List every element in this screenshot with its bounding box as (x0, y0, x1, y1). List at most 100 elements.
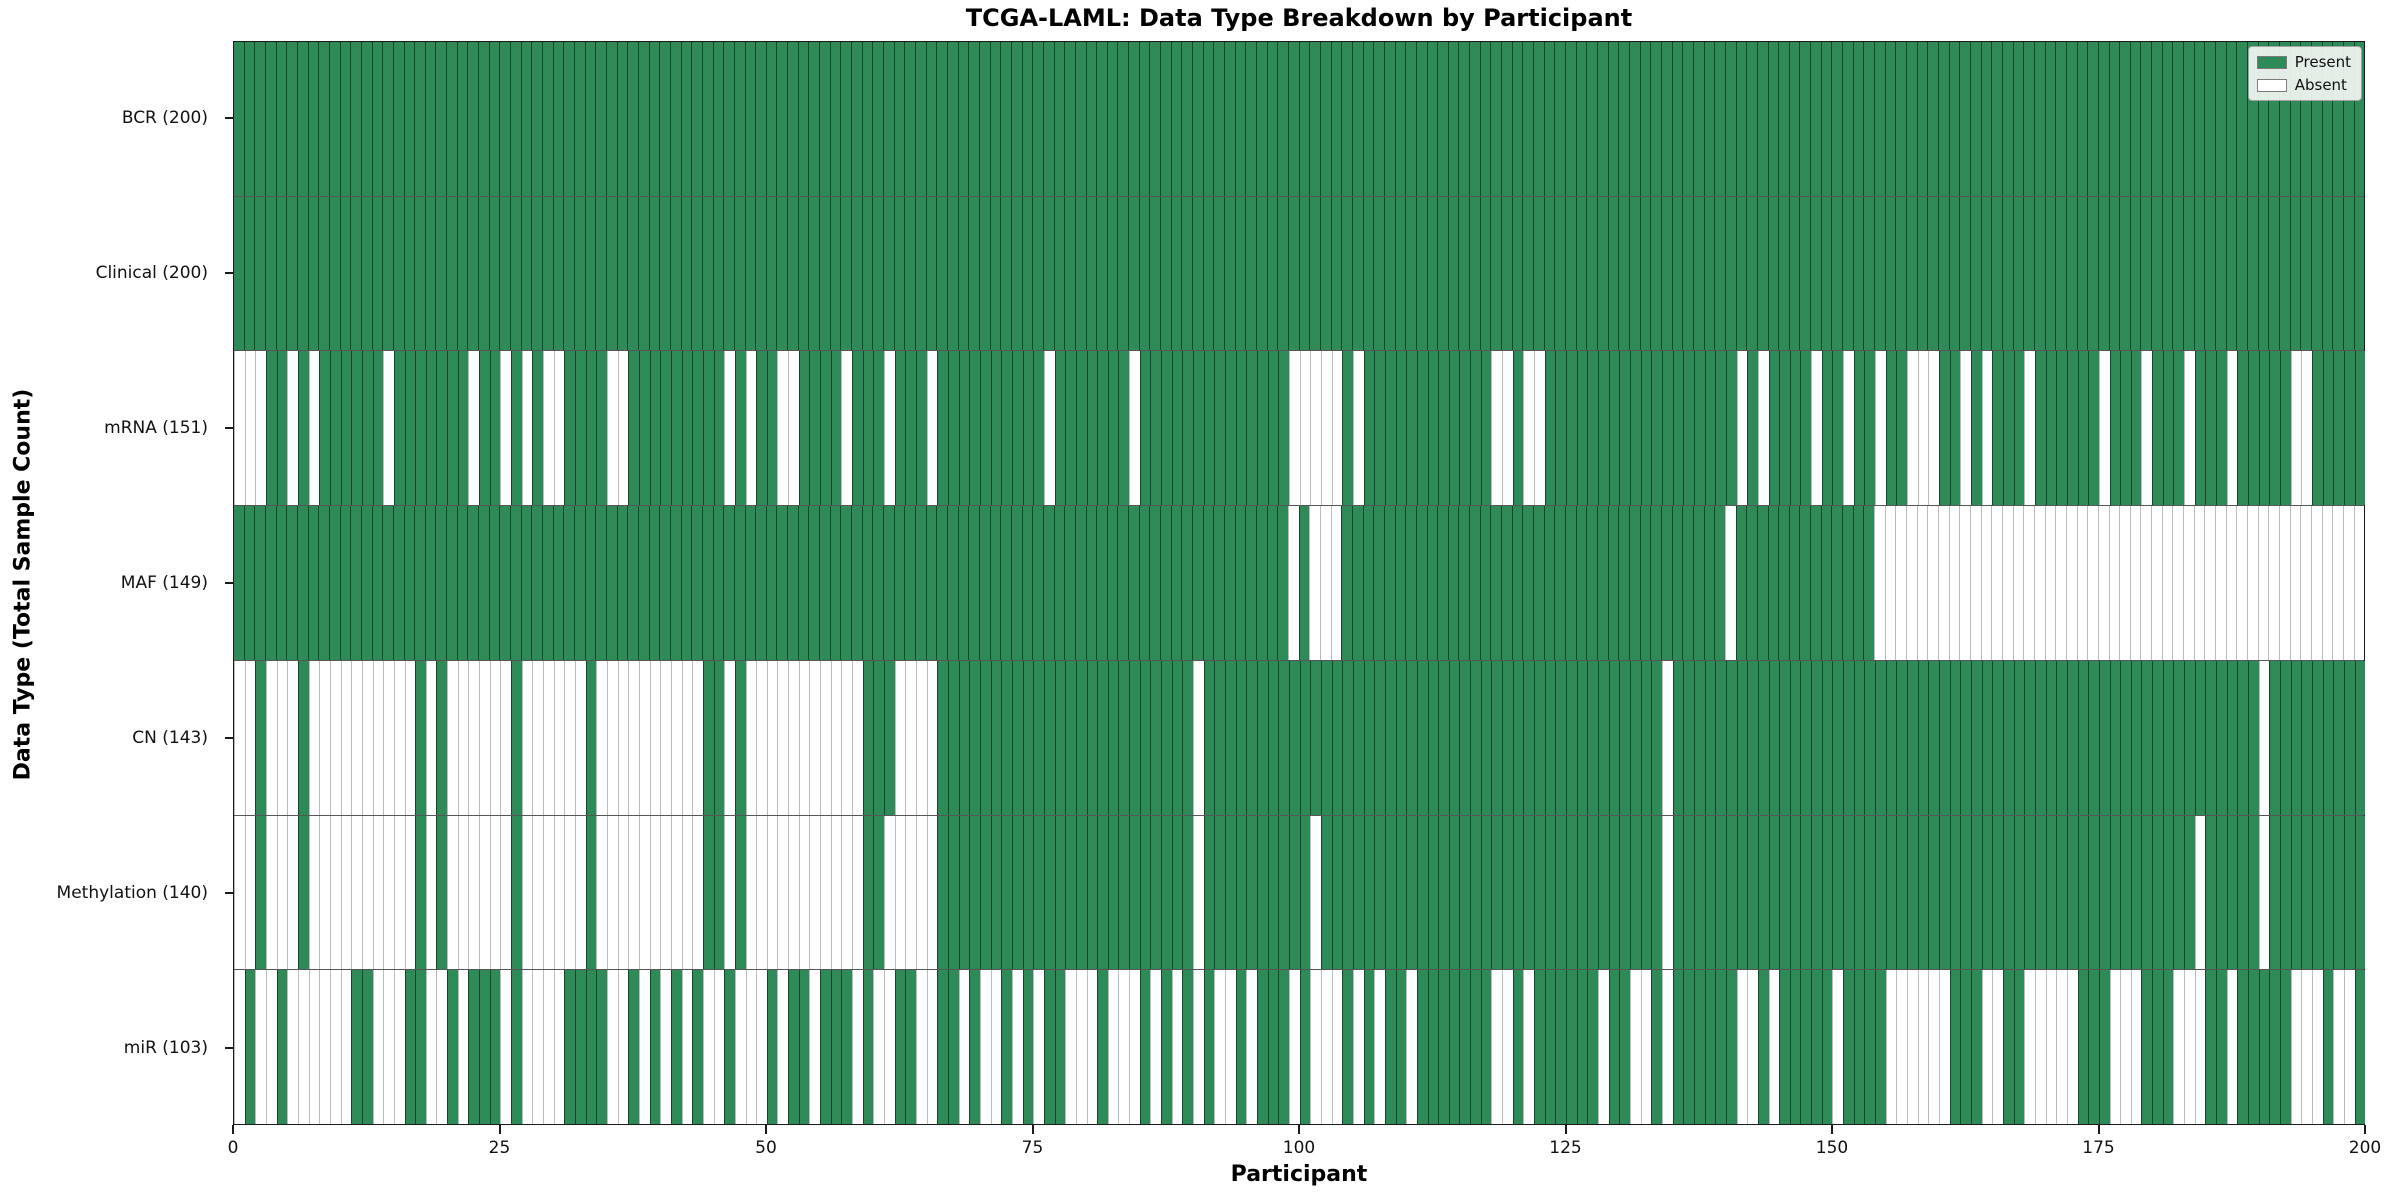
cell (1788, 506, 1800, 660)
cell (1266, 42, 1278, 196)
cell (2119, 42, 2130, 196)
cell (234, 815, 245, 970)
cell (2173, 815, 2185, 970)
cell (1852, 506, 1864, 660)
cell (1916, 506, 1928, 660)
cell (467, 42, 479, 196)
cell (404, 970, 416, 1125)
cell (969, 351, 980, 506)
cell (947, 660, 959, 815)
cell (1298, 196, 1310, 351)
cell (670, 351, 682, 506)
cell (1129, 815, 1140, 970)
cell (1096, 42, 1107, 196)
cell (1225, 815, 1236, 970)
cell (990, 660, 1002, 815)
cell (1660, 42, 1672, 196)
cell (659, 506, 670, 660)
cell (1863, 42, 1875, 196)
cell (2343, 351, 2355, 506)
cell (2289, 196, 2301, 351)
cell (307, 42, 319, 196)
cell (1661, 351, 1673, 506)
cell (2172, 196, 2184, 351)
cell (1129, 660, 1140, 815)
cell (339, 42, 351, 196)
cell (447, 815, 458, 970)
cell (1523, 660, 1535, 815)
cell (1715, 970, 1726, 1125)
cell (616, 506, 628, 660)
cell (744, 506, 756, 660)
cell (2162, 351, 2174, 506)
cell (606, 351, 618, 506)
cell (1820, 196, 1832, 351)
cell (1362, 506, 1374, 660)
cell (2098, 970, 2110, 1125)
cell (2301, 660, 2312, 815)
cell (894, 815, 906, 970)
cell (904, 42, 915, 196)
cell (1821, 351, 1833, 506)
cell (1235, 815, 1247, 970)
cell (1575, 42, 1587, 196)
cell (2088, 660, 2099, 815)
cell (2311, 351, 2323, 506)
cell (1842, 42, 1853, 196)
cell (1820, 42, 1832, 196)
cell (1053, 196, 1065, 351)
cell (319, 815, 330, 970)
cell (1011, 351, 1023, 506)
cell (297, 970, 309, 1125)
cell (1650, 196, 1661, 351)
cell (1395, 970, 1407, 1125)
x-tick-mark (765, 1125, 767, 1134)
cell (1129, 351, 1140, 506)
cell (1267, 815, 1279, 970)
cell (1747, 351, 1758, 506)
cell (1086, 351, 1098, 506)
cell (1074, 196, 1086, 351)
legend-label-present: Present (2294, 53, 2351, 71)
cell (243, 42, 255, 196)
x-tick-label-175: 175 (2082, 1138, 2115, 1158)
cell (2077, 660, 2089, 815)
cell (2280, 970, 2291, 1125)
cell (563, 196, 574, 351)
cell (1406, 660, 1417, 815)
cell (318, 196, 329, 351)
cell (1693, 970, 1705, 1125)
cell (1810, 42, 1821, 196)
cell (1566, 970, 1577, 1125)
cell (1299, 660, 1311, 815)
cell (2236, 42, 2248, 196)
cell (2216, 660, 2227, 815)
cell (2343, 970, 2355, 1125)
cell (884, 815, 895, 970)
cell (1395, 815, 1407, 970)
cell (660, 351, 671, 506)
cell (969, 660, 980, 815)
cell (276, 660, 288, 815)
cell (2120, 970, 2131, 1125)
cell (2248, 970, 2259, 1125)
cell (946, 506, 958, 660)
cell (596, 815, 607, 970)
cell (1097, 351, 1108, 506)
cell (329, 660, 341, 815)
cell (840, 196, 852, 351)
cell (2033, 506, 2045, 660)
cell (360, 42, 372, 196)
x-tick-label-75: 75 (1021, 1138, 1044, 1158)
cell (510, 42, 521, 196)
cell (340, 660, 352, 815)
cell (1938, 196, 1949, 351)
cell (1768, 351, 1780, 506)
cell (553, 660, 565, 815)
cell (351, 351, 362, 506)
cell (1448, 815, 1460, 970)
cell (296, 506, 308, 660)
cell (978, 196, 990, 351)
cell (1277, 506, 1288, 660)
cell (2204, 42, 2216, 196)
